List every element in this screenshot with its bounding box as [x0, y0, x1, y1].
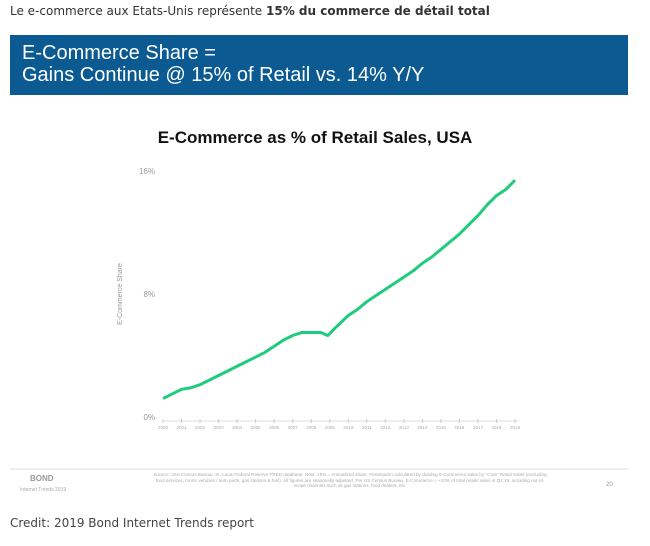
- footer-source: Source: USA Census Bureau, St. Louis Fed…: [153, 472, 547, 489]
- chart-title: E-Commerce as % of Retail Sales, USA: [158, 128, 473, 147]
- banner-line: Gains Continue @ 15% of Retail vs. 14% Y…: [22, 64, 425, 86]
- chart: E-Commerce as % of Retail Sales, USA E-C…: [10, 128, 628, 493]
- x-tick-label: 2006: [269, 425, 280, 430]
- footer-source-box: Source: USA Census Bureau, St. Louis Fed…: [153, 472, 547, 489]
- y-tick-label: 8%: [143, 290, 155, 299]
- x-tick-label: 2007: [288, 425, 299, 430]
- line-series: [162, 179, 517, 400]
- x-tick-label: 2009: [325, 425, 336, 430]
- x-tick-label: 2002: [195, 425, 206, 430]
- x-tick-label: 2003: [214, 425, 225, 430]
- x-tick-label: 2017: [473, 425, 484, 430]
- footer-brand: BOND: [30, 474, 54, 483]
- x-tick-label: 2000: [158, 425, 169, 430]
- x-tick-label: 2005: [251, 425, 262, 430]
- x-tick-label: 2013: [399, 425, 410, 430]
- x-tick-label: 2018: [491, 425, 502, 430]
- y-axis-label: E-Commerce Share: [117, 263, 124, 325]
- x-tick-label: 2010: [343, 425, 354, 430]
- banner: E-Commerce Share = Gains Continue @ 15% …: [10, 35, 628, 95]
- footer-brand-sub: Internet Trends 2019: [20, 487, 66, 493]
- y-tick-label: 16%: [139, 167, 155, 176]
- x-tick-label: 2001: [177, 425, 188, 430]
- credit: Credit: 2019 Bond Internet Trends report: [10, 516, 254, 530]
- caption: Le e-commerce aux Etats-Unis représente …: [10, 4, 490, 18]
- x-tick-label: 2008: [306, 425, 317, 430]
- caption-text: Le e-commerce aux Etats-Unis représente: [10, 4, 267, 18]
- x-tick-label: 2016: [454, 425, 465, 430]
- x-tick-label: 2004: [232, 425, 243, 430]
- banner-line: E-Commerce Share =: [22, 42, 216, 64]
- x-tick-label: 2014: [417, 425, 428, 430]
- x-tick-label: 2011: [362, 425, 372, 430]
- x-tick-label: 2012: [380, 425, 391, 430]
- y-tick-label: 0%: [143, 413, 155, 422]
- caption-bold: 15% du commerce de détail total: [266, 4, 490, 18]
- x-tick-label: 2019: [510, 425, 521, 430]
- x-tick-label: 2015: [436, 425, 447, 430]
- footer-page: 20: [606, 482, 613, 488]
